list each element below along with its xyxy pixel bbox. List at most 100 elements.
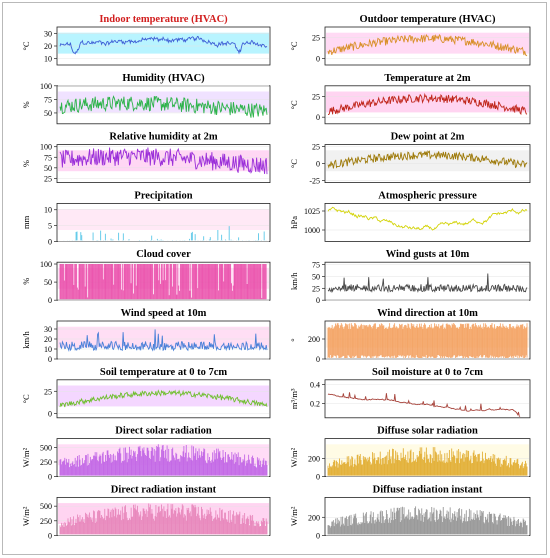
- chart-title: Dew point at 2m: [391, 132, 465, 143]
- y-tick-label: 25: [312, 93, 320, 102]
- y-tick-label: 50: [312, 272, 320, 281]
- y-axis-label: mm: [21, 215, 31, 229]
- chart-gusts: Wind gusts at 10m 0 25 50 75 km/h: [289, 249, 531, 305]
- y-axis-label: m³/m³: [289, 388, 299, 409]
- y-tick-label: 75: [44, 95, 52, 104]
- y-tick-label: 20: [44, 335, 52, 344]
- y-axis-label: %: [21, 278, 31, 285]
- y-axis-label: %: [21, 160, 31, 167]
- series-soil_moist: [327, 392, 521, 417]
- series-rel_humidity: [59, 147, 268, 175]
- series-line: [328, 92, 528, 116]
- plot-area: [324, 85, 531, 125]
- chart-title: Temperature at 2m: [384, 73, 471, 84]
- y-tick-label: 25: [312, 34, 320, 43]
- y-tick-label: 1000: [304, 226, 320, 235]
- chart-pressure: Atmospheric pressure 1000 1025 hPa: [289, 190, 531, 242]
- y-tick-label: 25: [44, 174, 52, 183]
- chart-title: Diffuse radiation instant: [373, 484, 483, 495]
- y-tick-label: 20: [44, 42, 52, 51]
- chart-title: Atmospheric pressure: [378, 190, 477, 201]
- y-tick-label: -25: [309, 177, 320, 186]
- series-diffuse_instant: [327, 506, 528, 535]
- series-wind_speed: [59, 329, 268, 352]
- series-cloud: [59, 264, 267, 300]
- chart-title: Wind direction at 10m: [377, 308, 478, 319]
- series-pressure: [327, 206, 528, 231]
- chart-title: Soil moisture at 0 to 7cm: [372, 367, 483, 378]
- y-tick-label: 100: [40, 143, 52, 152]
- series-line: [59, 329, 268, 352]
- y-tick-label: 50: [44, 164, 52, 173]
- y-tick-label: 50: [44, 278, 52, 287]
- y-tick-label: 0: [316, 296, 320, 305]
- chart-temp_2m: Temperature at 2m 0 25 °C: [289, 73, 531, 125]
- chart-title: Soil temperature at 0 to 7cm: [100, 367, 227, 378]
- y-axis-label: °C: [289, 100, 299, 109]
- y-tick-label: 250: [40, 517, 52, 526]
- series-line: [59, 389, 268, 408]
- chart-wind_dir: Wind direction at 10m 0 200 °: [289, 308, 531, 364]
- y-tick-label: 0: [316, 355, 320, 364]
- y-axis-label: W/m²: [289, 447, 299, 467]
- y-axis-label: °C: [289, 41, 299, 50]
- chart-cloud: Cloud cover 0 50 100%: [21, 249, 271, 305]
- series-line: [59, 147, 268, 175]
- y-tick-label: 1025: [304, 207, 320, 216]
- y-axis-label: %: [21, 101, 31, 108]
- y-tick-label: 25: [44, 387, 52, 396]
- y-axis-label: °C: [21, 394, 31, 403]
- y-tick-label: 10: [44, 55, 52, 64]
- series-direct_solar: [59, 444, 268, 476]
- y-tick-label: 50: [44, 109, 52, 118]
- y-axis-label: km/h: [21, 331, 31, 349]
- series-gusts: [327, 273, 528, 294]
- series-glow: [58, 91, 269, 113]
- chart-outdoor_temp: Outdoor temperature (HVAC) 0 25 °C: [289, 14, 531, 66]
- plot-area: [324, 26, 531, 66]
- y-tick-label: 25: [312, 143, 320, 152]
- y-tick-label: 500: [40, 443, 52, 452]
- y-tick-label: 30: [44, 325, 52, 334]
- plot-area: [56, 379, 271, 419]
- y-axis-label: °: [289, 338, 299, 341]
- y-tick-label: 10: [44, 345, 52, 354]
- y-tick-label: 0: [316, 113, 320, 122]
- series-line: [327, 33, 528, 57]
- y-tick-label: 0.4: [310, 381, 320, 390]
- y-axis-label: °C: [21, 41, 31, 50]
- y-axis-label: W/m²: [21, 506, 31, 526]
- y-tick-label: 200: [308, 455, 320, 464]
- y-tick-label: 500: [40, 502, 52, 511]
- y-tick-label: 0: [316, 160, 320, 169]
- series-direct_instant: [59, 503, 268, 535]
- series-line: [327, 273, 528, 294]
- series-dew_point: [327, 150, 528, 169]
- y-tick-label: 100: [40, 260, 52, 269]
- chart-title: Cloud cover: [136, 249, 191, 260]
- y-tick-label: 25: [312, 284, 320, 293]
- y-tick-label: 200: [308, 335, 320, 344]
- plot-area: [324, 202, 531, 242]
- series-glow: [58, 385, 269, 407]
- series-indoor_temp: [59, 35, 268, 55]
- series-line: [327, 150, 528, 169]
- y-tick-label: 0: [316, 54, 320, 63]
- y-tick-label: 0: [316, 531, 320, 540]
- y-tick-label: 5: [48, 222, 52, 231]
- chart-direct_instant: Direct radiation instant 0 250 500 W/m²: [21, 484, 271, 540]
- chart-precip: Precipitation 0 5 10 mm: [21, 190, 271, 246]
- series-line: [327, 392, 521, 417]
- series-outdoor_temp: [327, 33, 528, 57]
- series-precip: [63, 226, 267, 241]
- chart-soil_moist: Soil moisture at 0 to 7cm 0.2 0.4 m³/m³: [289, 367, 531, 419]
- y-axis-label: hPa: [289, 216, 299, 229]
- chart-title: Indoor temperature (HVAC): [99, 14, 228, 25]
- y-tick-label: 0.2: [310, 400, 320, 409]
- y-tick-label: 0: [316, 473, 320, 482]
- chart-title: Precipitation: [134, 190, 192, 201]
- series-soil_temp: [59, 389, 268, 408]
- series-humidity: [59, 95, 268, 118]
